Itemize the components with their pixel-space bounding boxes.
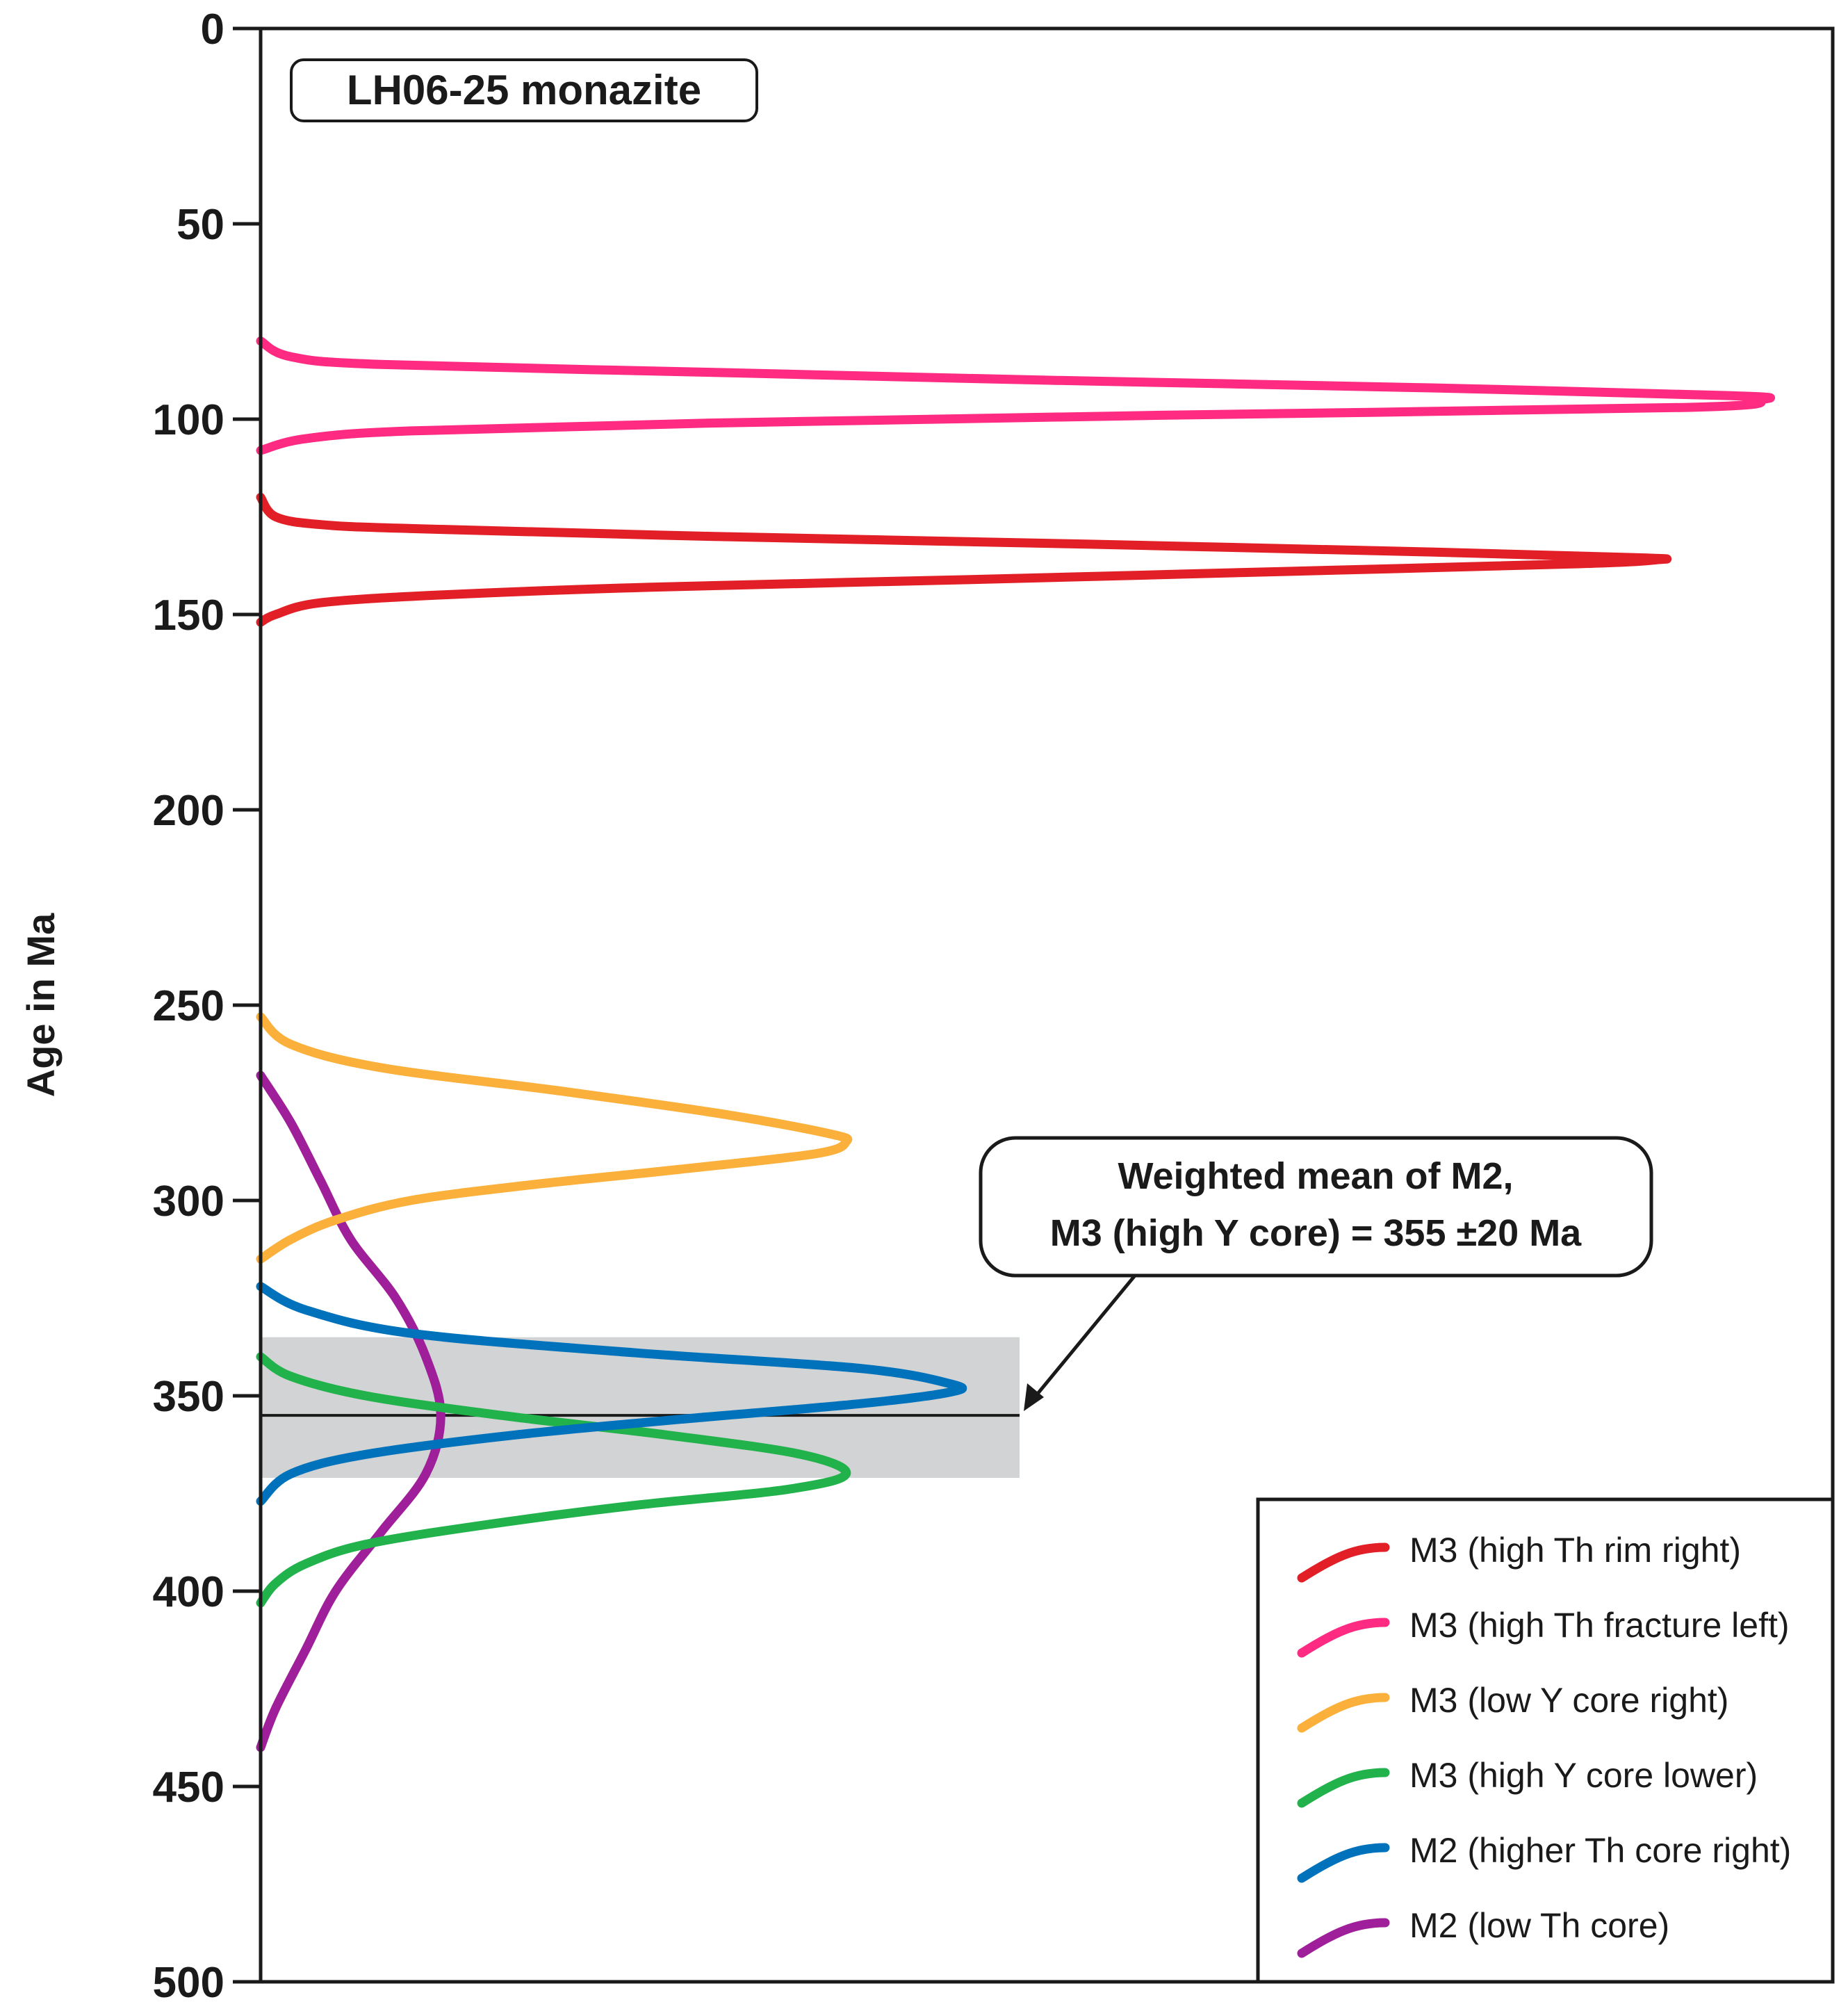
legend-label-m3-low-y-core-right: M3 (low Y core right): [1409, 1681, 1728, 1720]
series-layer: [256, 336, 1775, 1752]
y-axis-title: Age in Ma: [19, 913, 63, 1097]
legend: M3 (high Th rim right) M3 (high Th fractu…: [1256, 1497, 1835, 1984]
legend-label-m3-high-th-rim-right: M3 (high Th rim right): [1409, 1531, 1741, 1570]
series-curve-m3-high-th-rim-right: [256, 492, 1672, 627]
annotation-arrow-head: [1024, 1383, 1044, 1411]
y-tick-label: 250: [153, 982, 224, 1030]
legend-label-m3-high-th-fracture-left: M3 (high Th fracture left): [1409, 1606, 1790, 1645]
legend-swatch-m3-high-y-core-lower: [1297, 1768, 1390, 1808]
y-tick-label: 200: [153, 787, 224, 835]
annotation-box: [979, 1136, 1653, 1278]
y-tick-label: 150: [153, 592, 224, 640]
y-tick-label: 500: [153, 1959, 224, 2007]
y-tick-label: 350: [153, 1373, 224, 1421]
y-tick-label: 0: [201, 6, 224, 54]
legend-swatch-m2-low-th-core: [1297, 1918, 1390, 1958]
series-curve-m3-high-th-fracture-left: [256, 336, 1775, 455]
annotation-line-1: Weighted mean of M2,: [1118, 1155, 1513, 1197]
y-axis-ticks: 0 50 100 150 200 250 300 350 400 450 500: [153, 6, 261, 2007]
series-curve-m2-higher-th-core-right: [256, 1282, 967, 1506]
sample-label-frame: [290, 58, 758, 122]
y-tick-label: 300: [153, 1178, 224, 1226]
annotation-line-2: M3 (high Y core) = 355 ±20 Ma: [1050, 1212, 1582, 1254]
legend-swatch-m3-low-y-core-right: [1297, 1693, 1390, 1733]
annotation-arrow-shaft: [1033, 1274, 1136, 1399]
y-tick-label: 50: [177, 201, 224, 249]
series-curve-m3-high-y-core-lower: [256, 1352, 851, 1608]
annotation-callout: Weighted mean of M2, M3 (high Y core) = …: [979, 1136, 1653, 1411]
sample-label-box: LH06-25 monazite: [290, 58, 758, 122]
legend-swatch-m2-higher-th-core-right: [1297, 1843, 1390, 1883]
y-tick-label: 100: [153, 396, 224, 444]
series-curve-m2-low-th-core: [256, 1070, 445, 1752]
legend-swatch-m3-high-th-rim-right: [1297, 1542, 1390, 1583]
legend-label-m2-higher-th-core-right: M2 (higher Th core right): [1409, 1831, 1791, 1870]
legend-frame: [1256, 1497, 1835, 1984]
sample-label: LH06-25 monazite: [347, 67, 701, 113]
y-tick-label: 400: [153, 1568, 224, 1616]
legend-swatch-m3-high-th-fracture-left: [1297, 1618, 1390, 1658]
legend-label-m2-low-th-core: M2 (low Th core): [1409, 1906, 1669, 1945]
y-tick-label: 450: [153, 1764, 224, 1811]
legend-label-m3-high-y-core-lower: M3 (high Y core lower): [1409, 1756, 1758, 1795]
series-curve-m3-low-y-core-right: [256, 1012, 853, 1264]
